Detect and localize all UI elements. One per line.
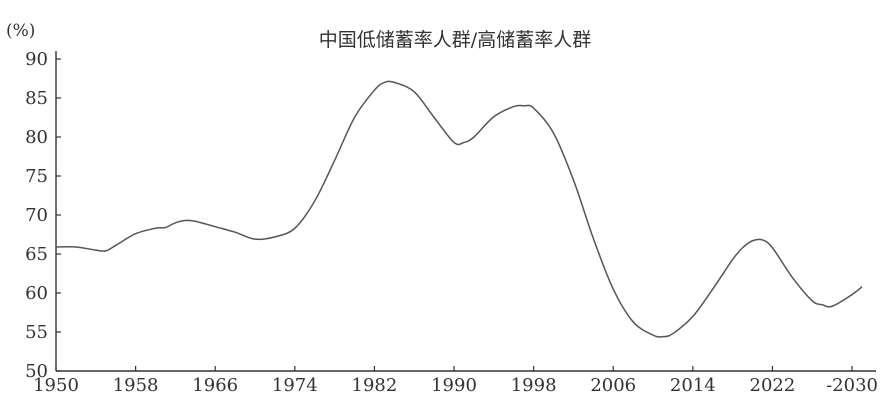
y-tick-label: 80 [25,127,48,148]
x-tick-label: 1974 [272,375,318,396]
series-line [55,80,863,338]
y-axis-unit-label: (%) [6,21,35,41]
y-tick-label: 75 [25,166,48,187]
y-tick-label: 90 [25,49,48,70]
x-tick-label: 1966 [192,375,238,396]
y-tick-label: 60 [25,283,48,304]
x-tick-label: 1998 [511,375,557,396]
y-tick-label: 55 [25,322,48,343]
y-tick-label: 50 [25,361,48,382]
x-tick-label: 1990 [431,375,477,396]
axes [55,51,876,372]
y-tick-label: 65 [25,244,48,265]
y-tick-label: 70 [25,205,48,226]
x-tick-label: 2006 [590,375,636,396]
x-tick-label: 2022 [750,375,796,396]
x-tick-label: -2030 [826,375,878,396]
x-tick-label: 1950 [33,375,79,396]
x-tick-label: 1958 [113,375,159,396]
x-tick-label: 2014 [670,375,716,396]
series-layer [55,80,863,338]
x-tick-label: 1982 [352,375,398,396]
x-axis-ticks: 1950 1958 1966 1974 1982 1990 1998 2006 2014 2022… [33,366,878,396]
y-tick-label: 85 [25,88,48,109]
chart-title: 中国低储蓄率人群/高储蓄率人群 [319,29,591,51]
y-axis-ticks: 50 55 60 65 70 75 80 85 90 [25,49,61,382]
